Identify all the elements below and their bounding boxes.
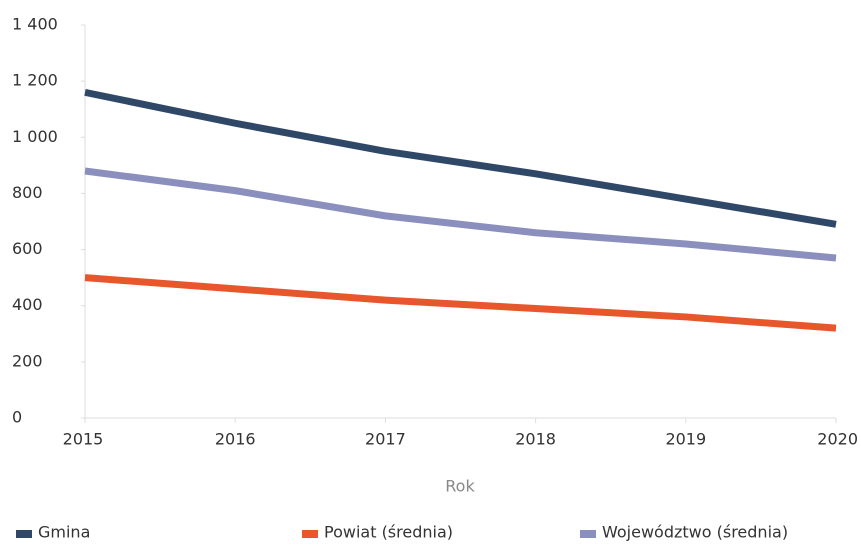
y-tick-label: 600	[12, 239, 43, 258]
series-line	[84, 88, 837, 228]
y-tick-label: 0	[12, 408, 22, 427]
y-tick-label: 1 200	[12, 71, 58, 90]
x-tick-label: 2019	[665, 430, 706, 449]
y-tick-label: 1 000	[12, 127, 58, 146]
y-tick-label: 800	[12, 183, 43, 202]
x-tick-label: 2018	[515, 430, 556, 449]
x-tick-label: 2020	[817, 430, 858, 449]
legend-label: Województwo (średnia)	[602, 523, 788, 542]
legend-label: Powiat (średnia)	[324, 523, 453, 542]
legend-swatch	[580, 530, 596, 538]
x-axis-label: Rok	[445, 477, 475, 496]
legend-swatch	[302, 530, 318, 538]
x-tick-label: 2016	[215, 430, 256, 449]
legend-label: Gmina	[38, 523, 90, 542]
series-line	[84, 274, 837, 332]
x-tick-label: 2015	[63, 430, 104, 449]
x-tick-label: 2017	[365, 430, 406, 449]
legend-swatch	[16, 530, 32, 538]
y-tick-label: 400	[12, 295, 43, 314]
y-tick-label: 1 400	[12, 15, 58, 34]
y-tick-label: 200	[12, 351, 43, 370]
series-line	[84, 167, 837, 262]
